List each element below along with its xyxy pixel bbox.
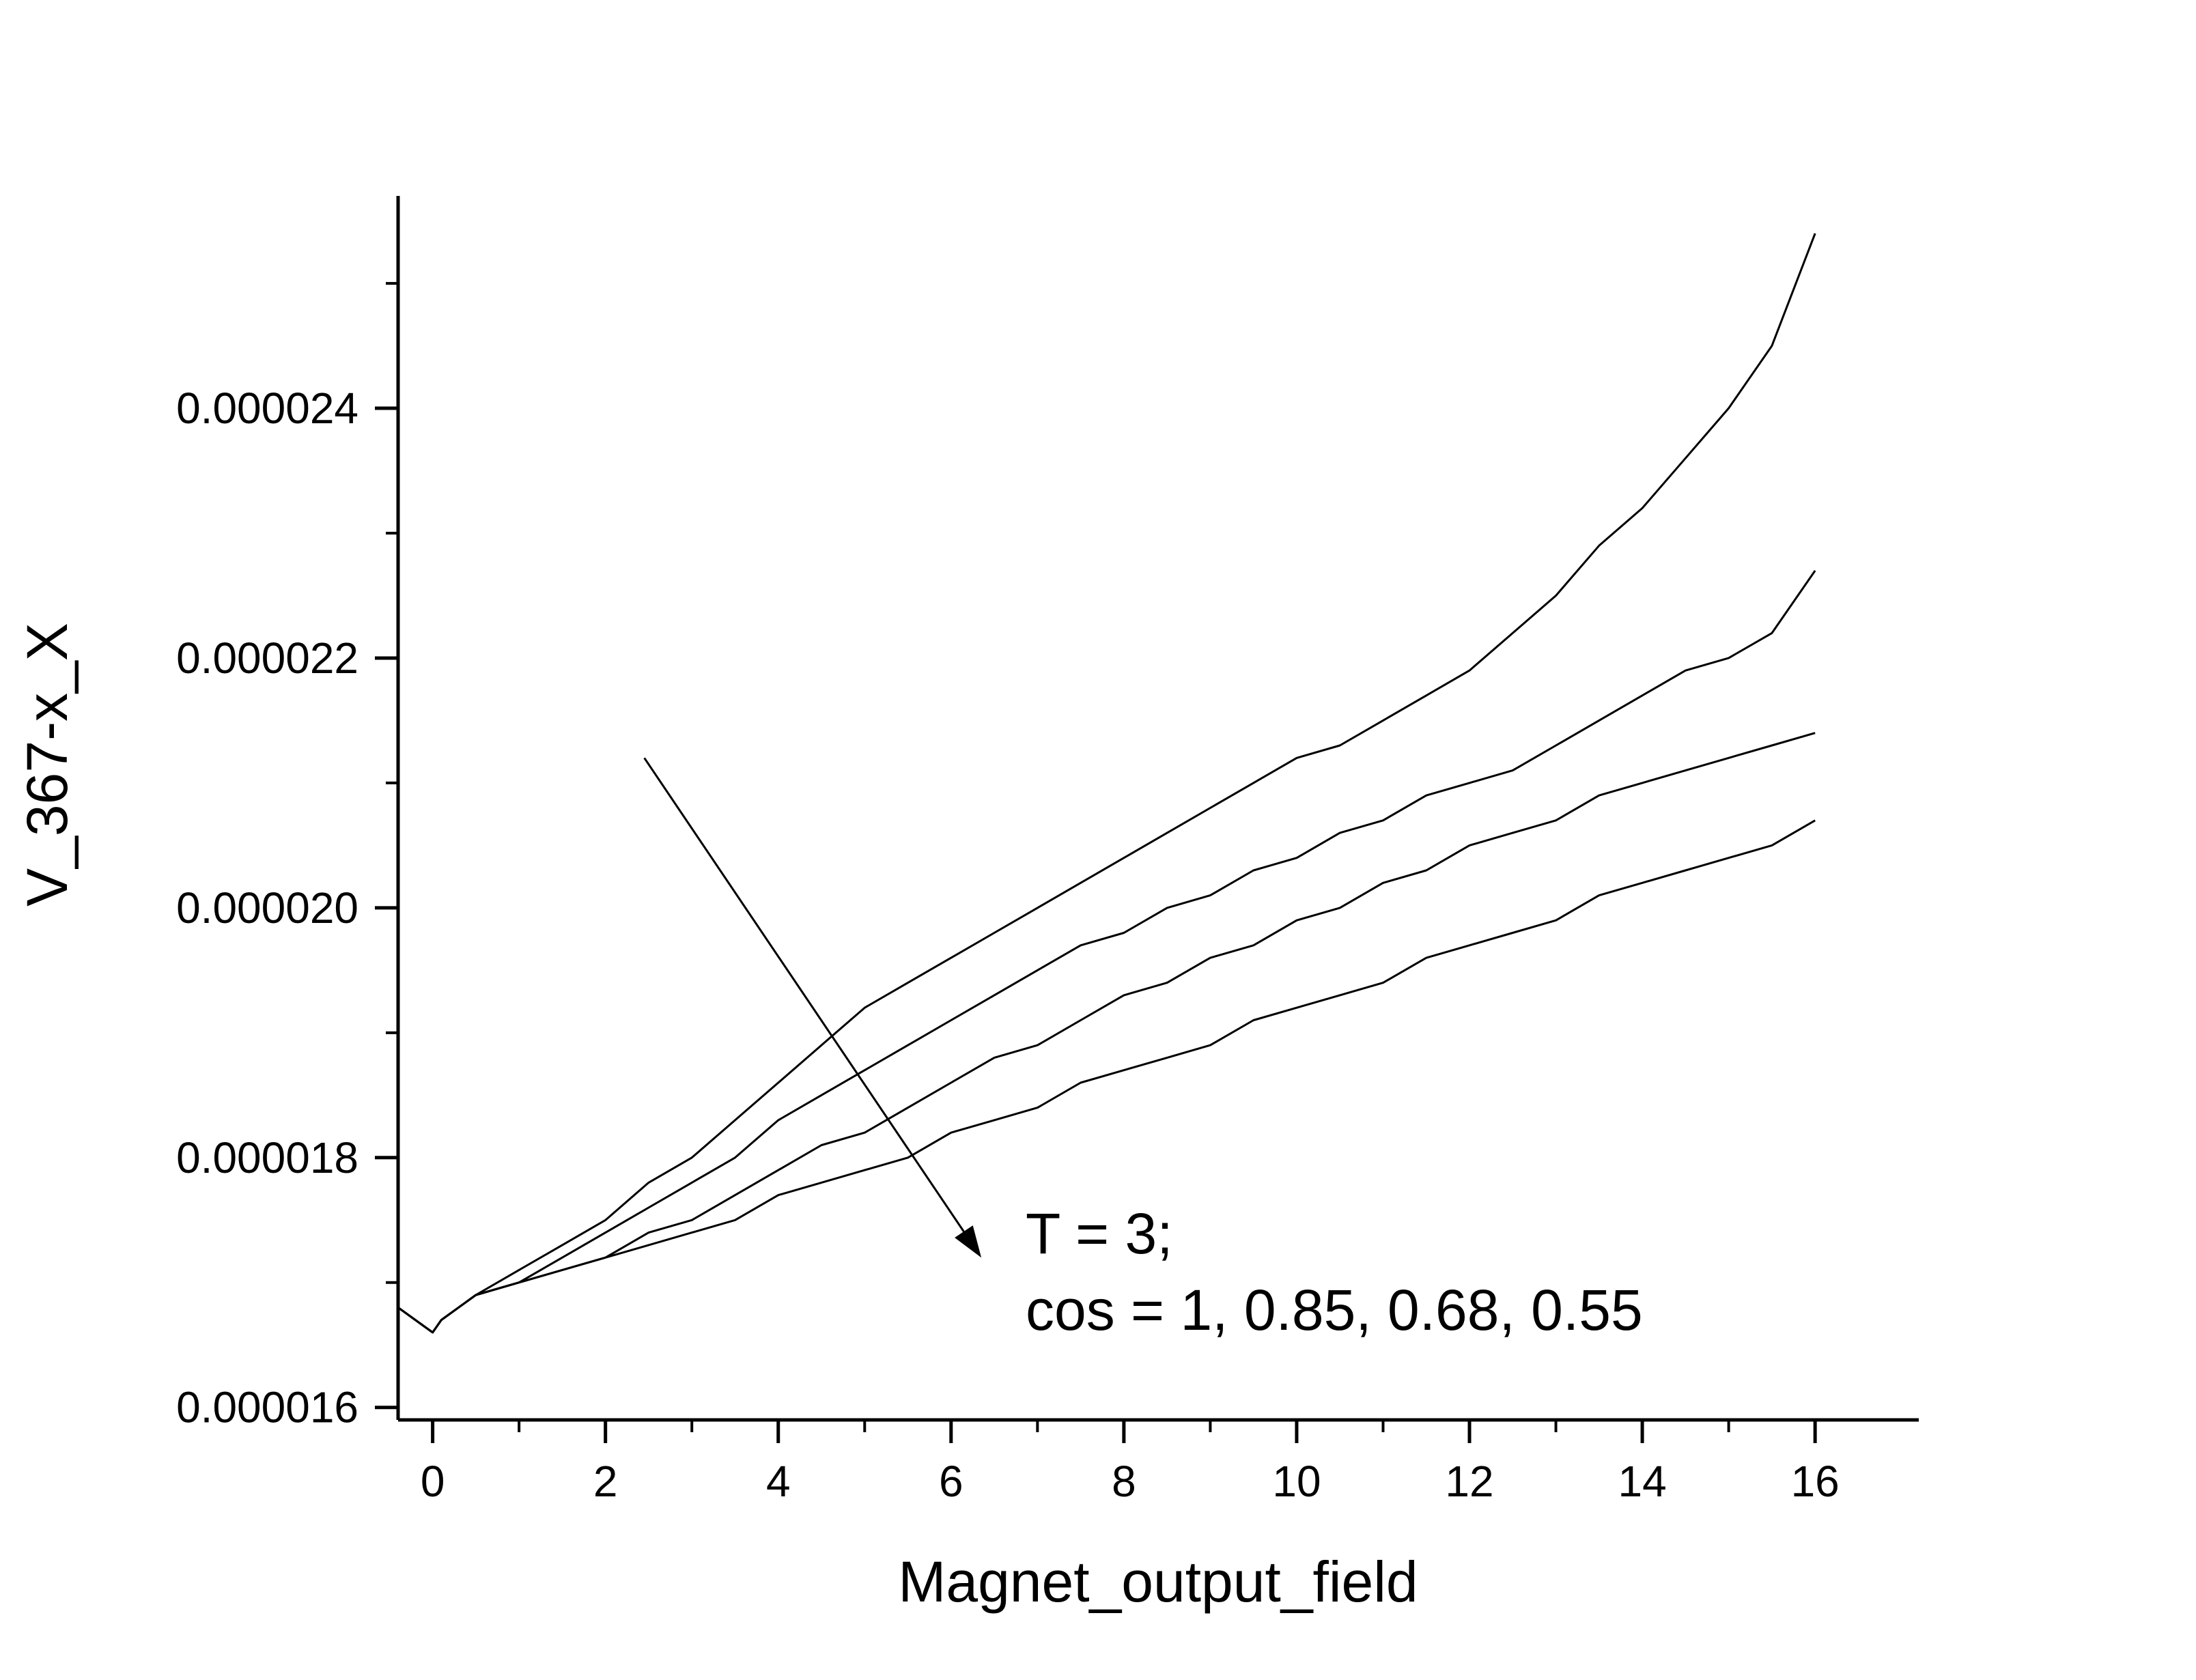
axes [396,196,1919,1422]
annotation-line-1: T = 3; [1026,1201,1173,1266]
x-tick-label: 12 [1445,1457,1493,1506]
y-tick-label: 0.000018 [176,1133,358,1182]
y-tick-label: 0.000024 [176,384,358,433]
annotation-arrow-head [955,1225,982,1258]
x-tick-label: 6 [939,1457,963,1506]
y-tick-label: 0.000022 [176,633,358,683]
y-tick-label: 0.000016 [176,1383,358,1432]
ticks: 0 2 4 6 8 10 12 14 16 0.000016 0.000018 0.000020 0.0… [176,282,1840,1506]
annotation-arrow-line [643,757,965,1232]
series-layer [397,233,1816,1334]
x-tick-label: 10 [1272,1457,1321,1506]
x-tick-label: 16 [1791,1457,1840,1506]
series-line-1 [397,233,1816,1334]
x-tick-label: 8 [1112,1457,1136,1506]
x-tick-label: 4 [766,1457,791,1506]
y-tick-label: 0.000020 [176,883,358,932]
y-axis-title: V_367-x_X [15,623,79,907]
x-tick-label: 0 [421,1457,445,1506]
x-tick-label: 14 [1618,1457,1666,1506]
annotation: T = 3; cos = 1, 0.85, 0.68, 0.55 [643,757,1643,1342]
series-line-4 [397,819,1816,1334]
x-axis-title: Magnet_output_field [898,1550,1418,1614]
x-tick-label: 2 [593,1457,618,1506]
annotation-line-2: cos = 1, 0.85, 0.68, 0.55 [1026,1278,1643,1342]
